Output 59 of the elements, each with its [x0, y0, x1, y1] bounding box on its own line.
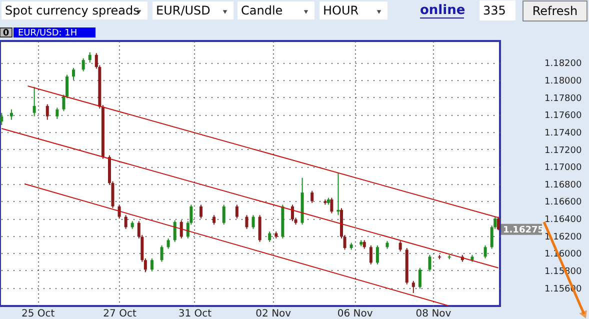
candlestick — [252, 214, 255, 230]
text: 0 — [2, 28, 10, 38]
y-tick-label: 1.17400 — [544, 128, 582, 138]
text: Spot currency spreads — [5, 4, 140, 18]
candlestick — [56, 107, 59, 120]
candlestick — [369, 244, 372, 265]
candlestick — [290, 204, 294, 222]
x-tick-label: 08 Nov — [416, 308, 452, 319]
candlestick — [180, 220, 183, 239]
candlestick — [0, 112, 4, 126]
x-tick-label: 27 Oct — [103, 308, 136, 319]
y-tick-label: 1.16400 — [544, 215, 582, 226]
candlestick — [496, 216, 500, 231]
x-tick-label: 31 Oct — [178, 308, 212, 319]
candlestick — [398, 240, 402, 252]
y-tick-label: 1.18200 — [544, 59, 582, 70]
candlestick — [376, 244, 379, 265]
candlestick — [118, 204, 121, 220]
candlestick — [10, 108, 13, 120]
candlestick — [46, 104, 49, 120]
candlestick — [82, 58, 85, 72]
candlestick — [258, 214, 262, 242]
candlestick — [412, 280, 415, 294]
candlestick — [310, 190, 314, 204]
candlestick — [245, 214, 248, 230]
candlestick — [166, 238, 170, 250]
candlestick — [32, 86, 36, 117]
candlestick — [484, 244, 487, 259]
candlestick — [88, 52, 92, 64]
candlestick — [428, 254, 432, 272]
text: online — [420, 3, 466, 18]
y-tick-label: 1.17600 — [544, 111, 582, 122]
y-tick-label: 1.16800 — [544, 180, 582, 190]
candlestick — [418, 267, 422, 290]
candlestick — [72, 67, 76, 80]
candlestick — [199, 204, 202, 220]
text: Refresh — [532, 4, 578, 18]
y-tick-label: 1.16600 — [544, 198, 582, 208]
candlestick — [212, 214, 216, 226]
candlestick — [222, 204, 226, 226]
x-tick-label: 02 Nov — [256, 308, 292, 319]
y-tick-label: 1.17200 — [544, 146, 582, 156]
text: HOUR — [323, 4, 359, 18]
y-tick-label: 1.18000 — [544, 76, 582, 86]
x-tick-label: 25 Oct — [21, 308, 55, 319]
x-tick-label: 06 Nov — [337, 308, 373, 319]
text: Candle — [241, 4, 283, 18]
chart-title: EUR/USD: 1H — [18, 28, 78, 38]
candlestick — [124, 214, 128, 230]
candlestick — [160, 244, 164, 262]
candlestick — [330, 197, 334, 214]
text: EUR/USD — [156, 4, 210, 18]
candlestick — [235, 204, 238, 220]
candlestick — [150, 258, 154, 272]
candlestick — [173, 220, 176, 242]
text: 335 — [483, 4, 506, 18]
candlestick — [268, 231, 272, 242]
y-tick-label: 1.17000 — [544, 163, 582, 174]
y-tick-label: 1.17800 — [544, 94, 582, 104]
